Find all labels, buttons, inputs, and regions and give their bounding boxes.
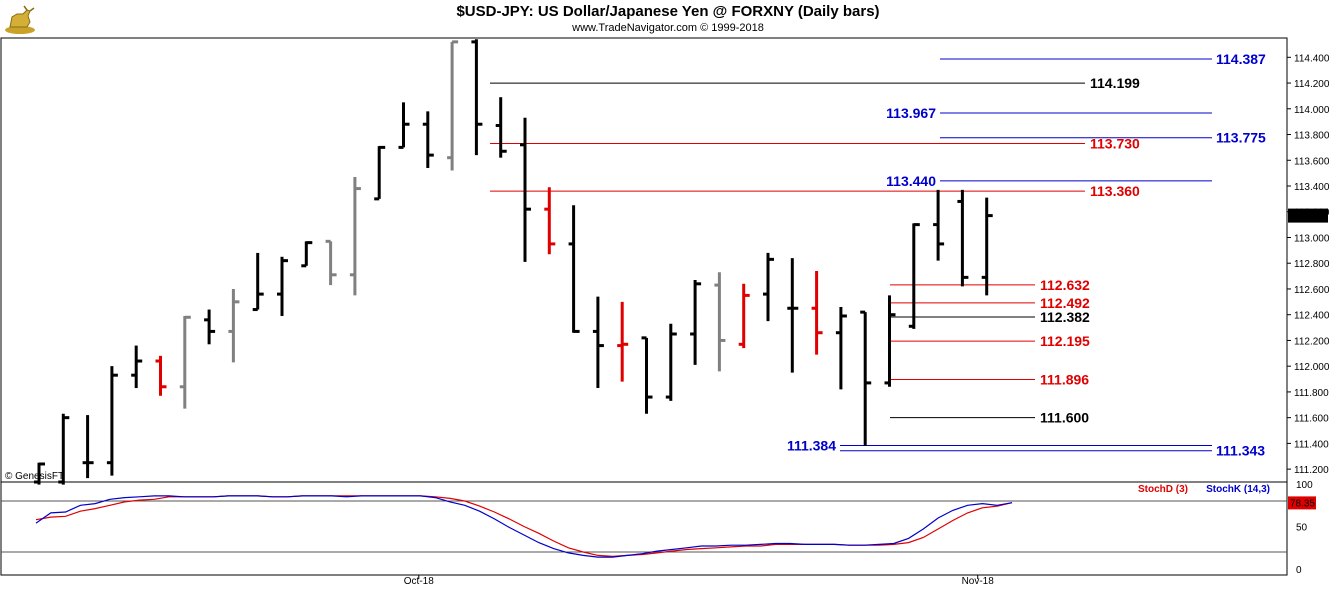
chart-frames xyxy=(0,37,1288,576)
price-tick-label: 113.800 xyxy=(1294,131,1330,142)
price-bar xyxy=(179,315,191,409)
price-tick-label: 111.800 xyxy=(1294,388,1329,399)
time-tick-label: Nov-18 xyxy=(962,576,995,587)
level-label: 113.967 xyxy=(886,105,936,121)
price-bar xyxy=(884,295,896,387)
level-label: 111.384 xyxy=(787,437,836,453)
level-label: 114.199 xyxy=(1090,75,1140,91)
price-bar xyxy=(106,366,118,476)
price-tick-label: 112.600 xyxy=(1294,285,1330,296)
price-bar xyxy=(471,39,483,156)
price-tick-label: 111.400 xyxy=(1294,439,1329,450)
price-bar xyxy=(738,283,750,349)
level-label: 112.382 xyxy=(1040,309,1090,325)
time-tick-label: Oct-18 xyxy=(404,576,434,587)
price-bar xyxy=(34,462,45,485)
price-bar xyxy=(155,355,167,396)
price-bar xyxy=(204,309,216,345)
price-tick-label: 111.200 xyxy=(1294,465,1329,476)
price-bar xyxy=(568,205,580,333)
price-tick-label: 113.400 xyxy=(1294,182,1330,193)
last-price-box xyxy=(1288,208,1328,223)
last-price-marker: 113.170 xyxy=(1288,208,1328,223)
price-bar xyxy=(447,40,459,171)
price-bar xyxy=(592,296,604,389)
level-label: 111.896 xyxy=(1040,372,1089,388)
stoch-tick-label: 100 xyxy=(1296,480,1313,491)
level-label: 114.387 xyxy=(1216,51,1266,67)
price-tick-label: 113.000 xyxy=(1294,233,1330,244)
price-bar xyxy=(252,252,264,312)
stochastic-panel: 100 50 0 StochD (3) StochK (14,3) 78.35 xyxy=(1,480,1316,576)
stochD-legend: StochD (3) xyxy=(1138,484,1188,495)
price-tick-label: 114.400 xyxy=(1294,53,1330,64)
price-bar xyxy=(520,117,531,262)
stoch-last-box xyxy=(1288,496,1316,510)
stoch-last-label: 78.35 xyxy=(1290,498,1315,509)
chart-subtitle: www.TradeNavigator.com © 1999-2018 xyxy=(572,22,764,34)
stochK-line xyxy=(35,495,1013,558)
price-bar xyxy=(835,306,847,390)
price-bar xyxy=(787,258,799,373)
price-bar xyxy=(933,189,945,261)
price-bar xyxy=(690,279,702,365)
price-axis: 111.200 111.400 111.600 111.800 112.000 112.2… xyxy=(1287,53,1330,476)
price-bar xyxy=(58,413,70,485)
price-bars xyxy=(34,39,993,485)
price-bar xyxy=(714,272,726,372)
price-bar xyxy=(860,310,872,446)
price-tick-label: 114.200 xyxy=(1294,79,1330,90)
stoch-tick-label: 50 xyxy=(1296,523,1308,534)
price-bar xyxy=(665,323,677,401)
stoch-panel-frame xyxy=(0,481,1288,576)
price-bar xyxy=(544,187,556,255)
level-label: 113.440 xyxy=(886,173,936,189)
price-bar xyxy=(398,102,410,149)
level-lines: 114.387 114.199 113.967 113.775 113.730 113.4… xyxy=(490,51,1266,459)
price-tick-label: 111.600 xyxy=(1294,414,1329,425)
price-bar xyxy=(957,189,969,287)
price-bar xyxy=(228,288,240,363)
price-bar xyxy=(763,252,774,322)
price-bar xyxy=(82,415,94,479)
level-label: 112.632 xyxy=(1040,277,1090,293)
stoch-tick-label: 0 xyxy=(1296,565,1302,576)
price-tick-label: 112.400 xyxy=(1294,311,1330,322)
price-tick-label: 113.600 xyxy=(1294,156,1330,167)
price-bar xyxy=(641,336,653,414)
level-label: 112.195 xyxy=(1040,333,1090,349)
level-label: 113.360 xyxy=(1090,183,1140,199)
last-price-label: 113.170 xyxy=(1290,212,1326,223)
chart-title: $USD-JPY: US Dollar/Japanese Yen @ FORXN… xyxy=(456,3,880,20)
price-bar xyxy=(374,145,386,201)
price-bar xyxy=(908,223,920,329)
price-panel-frame xyxy=(0,37,1288,483)
watermark: © GenesisFT xyxy=(5,471,64,482)
price-bar xyxy=(981,197,993,296)
bull-logo-icon xyxy=(5,5,35,34)
price-bar xyxy=(325,239,337,286)
price-bar xyxy=(811,270,823,355)
level-label: 113.730 xyxy=(1090,136,1140,152)
price-tick-label: 112.800 xyxy=(1294,259,1330,270)
price-bar xyxy=(617,301,629,382)
price-bar xyxy=(495,97,507,158)
level-label: 111.600 xyxy=(1040,410,1089,426)
time-axis: Oct-18 Nov-18 xyxy=(404,575,994,587)
price-tick-label: 114.000 xyxy=(1294,105,1330,116)
level-label: 111.343 xyxy=(1216,443,1265,459)
level-label: 113.775 xyxy=(1216,130,1266,146)
price-bar xyxy=(277,256,288,316)
stochK-legend: StochK (14,3) xyxy=(1206,484,1270,495)
price-tick-label: 112.200 xyxy=(1294,336,1330,347)
level-label: 112.492 xyxy=(1040,295,1090,311)
price-bar xyxy=(422,111,434,168)
price-bar xyxy=(349,176,361,296)
chart-header: $USD-JPY: US Dollar/Japanese Yen @ FORXN… xyxy=(0,0,1336,38)
price-bar xyxy=(301,241,313,268)
price-tick-label: 112.000 xyxy=(1294,362,1330,373)
price-bar xyxy=(131,345,143,389)
